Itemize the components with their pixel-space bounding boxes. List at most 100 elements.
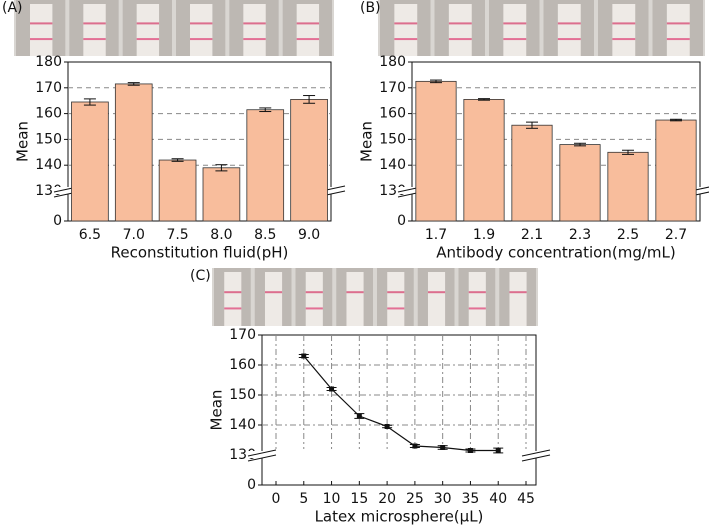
strip — [296, 4, 320, 56]
plot-frame — [67, 61, 332, 222]
strip — [224, 272, 242, 326]
bar — [71, 101, 109, 222]
point — [329, 386, 335, 392]
test-line — [296, 22, 320, 25]
x-tick-label: 40 — [489, 491, 507, 507]
panel-label: (B) — [360, 0, 381, 16]
test-line — [448, 22, 472, 25]
y-axis-label: Mean — [358, 121, 376, 162]
test-line — [243, 38, 266, 41]
bar — [114, 83, 153, 222]
x-tick-label: 10 — [323, 491, 341, 507]
test-line — [30, 22, 53, 25]
test-line — [427, 291, 446, 294]
x-tick-label: 9.0 — [298, 227, 320, 243]
error-bar — [303, 95, 316, 104]
y-tick-label: 160 — [379, 106, 406, 122]
test-line — [448, 38, 472, 41]
x-tick-label: 25 — [406, 491, 424, 507]
photo-bg — [14, 0, 334, 56]
test-line — [387, 291, 405, 294]
strip — [503, 4, 527, 56]
bar — [607, 151, 649, 222]
strip — [190, 4, 213, 56]
strip — [346, 272, 364, 326]
point — [467, 448, 473, 453]
y-tick-label: 170 — [229, 327, 256, 343]
test-line — [224, 307, 242, 310]
break-mark — [247, 454, 277, 462]
test-line — [468, 291, 486, 294]
break-mark — [521, 449, 551, 457]
error-bar — [259, 107, 272, 113]
x-tick-label: 8.0 — [210, 227, 232, 243]
test-line — [557, 38, 581, 41]
plot-frame — [411, 61, 701, 222]
x-tick-label: 7.0 — [123, 227, 145, 243]
strip — [83, 4, 106, 56]
error-bar — [478, 98, 490, 101]
y-tick-label: 0 — [247, 477, 256, 493]
x-axis-label: Antibody concentration(mg/mL) — [436, 244, 675, 262]
strip — [666, 4, 690, 56]
test-line — [612, 22, 636, 25]
test-line — [503, 38, 527, 41]
y-axis-label: Mean — [14, 121, 32, 162]
x-tick-label: 2.3 — [569, 227, 591, 243]
test-line — [666, 22, 690, 25]
test-line — [83, 22, 106, 25]
strip — [509, 272, 527, 326]
test-line — [190, 38, 213, 41]
test-line — [190, 22, 213, 25]
error-bar — [670, 118, 682, 122]
strip — [136, 4, 160, 56]
test-line — [136, 22, 160, 25]
test-line — [394, 38, 418, 41]
bar — [202, 167, 241, 222]
error-bar — [171, 158, 184, 162]
y-tick-label: 160 — [229, 357, 256, 373]
y-tick-label: 170 — [35, 80, 62, 96]
x-tick-label: 1.7 — [425, 227, 447, 243]
test-line — [83, 38, 106, 41]
break-gap — [686, 187, 709, 194]
y-tick-label: 160 — [35, 106, 62, 122]
test-line — [296, 38, 320, 41]
test-line — [557, 22, 581, 25]
panel-label: (A) — [2, 0, 23, 16]
point — [301, 353, 307, 359]
x-tick-label: 1.9 — [473, 227, 495, 243]
strip — [557, 4, 581, 56]
break-mark — [521, 454, 551, 462]
y-tick-label: 140 — [35, 157, 62, 173]
x-tick-label: 35 — [462, 491, 480, 507]
break-gap — [522, 451, 550, 458]
x-tick-label: 8.5 — [254, 227, 276, 243]
point — [384, 424, 390, 429]
bar — [463, 99, 505, 222]
x-tick-label: 6.5 — [79, 227, 101, 243]
y-tick-label: 180 — [35, 54, 62, 70]
test-line — [305, 291, 323, 294]
strip — [468, 272, 486, 326]
break-gap — [54, 187, 82, 194]
plot-frame — [261, 334, 537, 486]
break-mark — [247, 449, 277, 457]
bar — [559, 144, 601, 222]
break-gap — [248, 451, 276, 458]
y-tick-label: 180 — [379, 54, 406, 70]
error-bar — [127, 82, 140, 86]
y-tick-label: 150 — [379, 131, 406, 147]
bar — [655, 119, 697, 222]
x-tick-label: 30 — [434, 491, 452, 507]
bar — [415, 80, 457, 222]
test-line — [305, 307, 323, 310]
error-bar — [622, 149, 634, 155]
error-bar — [83, 98, 96, 106]
error-bar — [526, 121, 538, 129]
strip — [427, 272, 446, 326]
test-line — [346, 291, 364, 294]
point — [440, 445, 446, 450]
y-tick-label: 140 — [229, 417, 256, 433]
y-tick-label: 170 — [379, 80, 406, 96]
